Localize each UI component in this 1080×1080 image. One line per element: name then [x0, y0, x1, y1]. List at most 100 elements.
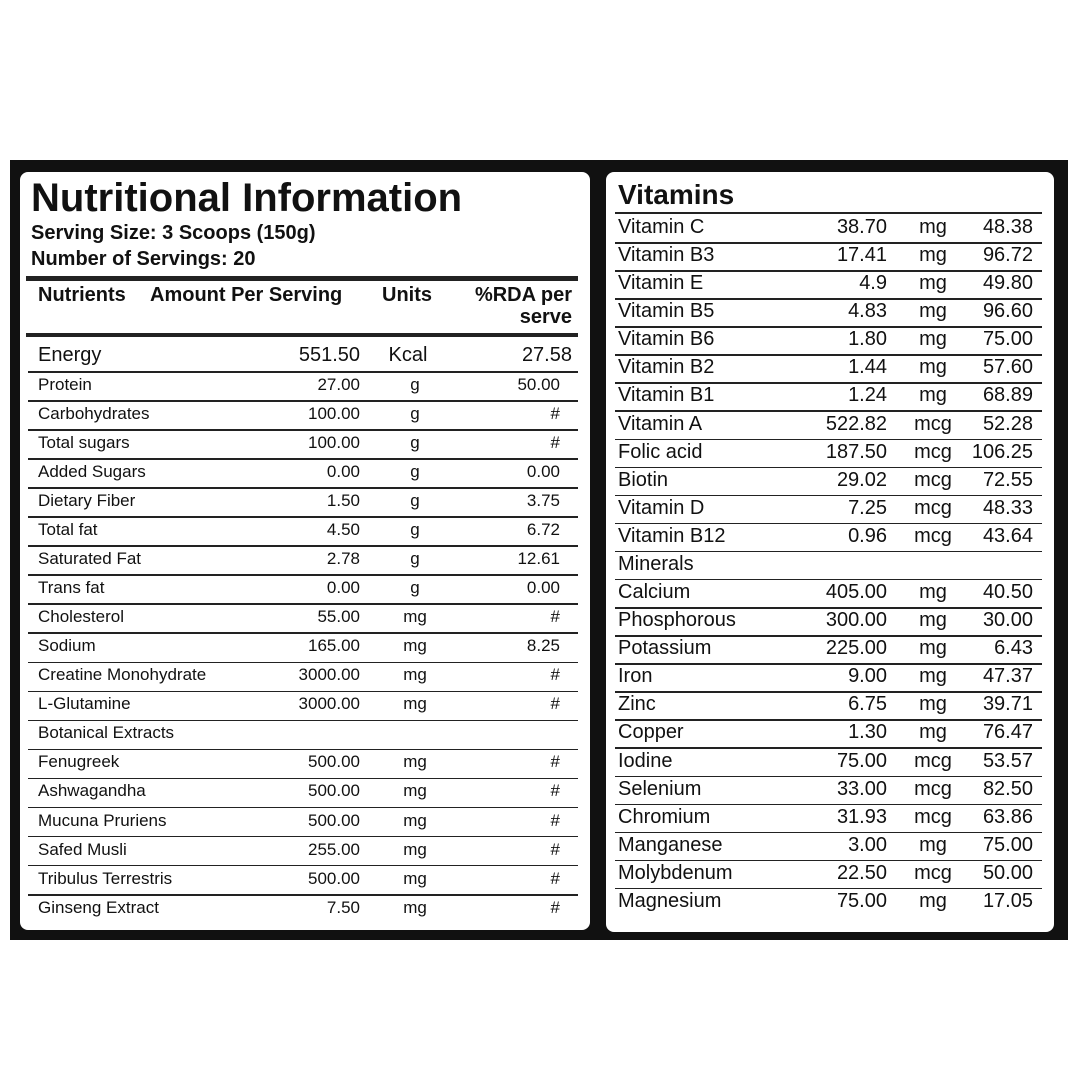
unit: mcg — [914, 468, 952, 491]
unit: mcg — [914, 524, 952, 547]
rule — [615, 775, 1042, 778]
rda: 76.47 — [982, 721, 1033, 744]
unit: mg — [919, 272, 947, 295]
nutrient-name: Safed Musli — [38, 839, 127, 859]
unit: mcg — [914, 412, 952, 435]
rule — [28, 690, 578, 693]
unit: mg — [919, 300, 947, 323]
rda: 40.50 — [982, 581, 1033, 604]
vitamin-name: Biotin — [618, 468, 669, 491]
rda: # — [550, 432, 560, 452]
amount: 4.50 — [326, 519, 360, 539]
amount: 1.44 — [848, 356, 887, 379]
amount: 500.00 — [308, 781, 360, 801]
vitamin-name: Minerals — [618, 552, 694, 575]
rule — [615, 691, 1042, 693]
rule — [28, 632, 578, 634]
rda: 72.55 — [982, 468, 1033, 491]
rda: # — [550, 752, 560, 772]
amount: 551.50 — [298, 344, 360, 366]
unit: mg — [403, 752, 427, 772]
vitamin-name: Vitamin B2 — [618, 356, 715, 379]
amount: 33.00 — [836, 777, 887, 800]
rule — [28, 545, 578, 547]
vitamins-panel: Vitamins Vitamin C 38.70 mg 48.38 Vitamin B3 1… — [606, 172, 1054, 932]
rda: 30.00 — [982, 609, 1033, 632]
unit: Kcal — [388, 344, 428, 366]
rda: 57.60 — [982, 356, 1033, 379]
column-header: Amount Per Serving — [150, 284, 343, 306]
nutrient-name: L-Glutamine — [38, 694, 131, 714]
amount: 100.00 — [308, 432, 360, 452]
column-header: Units — [382, 284, 432, 306]
nutrient-name: Saturated Fat — [38, 549, 142, 568]
rule — [28, 487, 578, 489]
rule — [615, 494, 1042, 497]
amount: 22.50 — [836, 861, 887, 884]
amount: 405.00 — [825, 581, 887, 604]
nutrient-name: Total fat — [38, 519, 98, 539]
rda: 43.64 — [982, 524, 1033, 547]
amount: 4.83 — [848, 300, 887, 323]
rule — [615, 466, 1042, 469]
nutrient-name: Sodium — [38, 636, 96, 656]
rule — [26, 333, 578, 337]
rda: 48.33 — [982, 496, 1033, 519]
vitamin-name: Vitamin C — [618, 216, 705, 238]
amount: 0.00 — [326, 461, 360, 481]
rule — [615, 522, 1042, 525]
nutrient-name: Added Sugars — [38, 461, 146, 481]
nutrient-name: Fenugreek — [38, 752, 120, 772]
vitamin-name: Vitamin B5 — [618, 300, 715, 323]
rule — [28, 777, 578, 780]
rule — [615, 578, 1042, 581]
rule — [28, 516, 578, 518]
unit: g — [410, 432, 420, 452]
rule — [28, 864, 578, 867]
unit: mcg — [914, 777, 952, 800]
rule — [615, 298, 1042, 300]
rule — [615, 831, 1042, 834]
unit: mcg — [914, 440, 952, 463]
unit: mg — [919, 244, 947, 267]
vitamin-name: Copper — [618, 721, 684, 744]
rule — [615, 607, 1042, 609]
nutrient-name: Trans fat — [38, 578, 105, 598]
rda: # — [550, 868, 560, 888]
unit: g — [410, 490, 420, 510]
vitamin-name: Chromium — [618, 805, 711, 828]
nutrient-name: Ginseng Extract — [38, 897, 159, 917]
vitamin-name: Iron — [618, 665, 653, 688]
amount: 4.9 — [859, 272, 887, 295]
amount: 187.50 — [825, 440, 887, 463]
unit: mg — [919, 581, 947, 604]
unit: mg — [919, 693, 947, 716]
vitamin-name: Zinc — [618, 693, 656, 716]
rda: 8.25 — [526, 636, 560, 656]
rda: 53.57 — [982, 749, 1033, 772]
rda: # — [550, 694, 560, 714]
nutrient-name: Dietary Fiber — [38, 490, 136, 510]
rule — [28, 719, 578, 722]
unit: mg — [919, 609, 947, 632]
rule — [615, 859, 1042, 862]
amount: 225.00 — [825, 637, 887, 660]
amount: 100.00 — [308, 403, 360, 423]
unit: mg — [403, 868, 427, 888]
rule — [615, 270, 1042, 272]
rule — [28, 371, 578, 373]
rda: # — [550, 403, 560, 423]
rda: 82.50 — [982, 777, 1033, 800]
unit: mg — [919, 665, 947, 688]
unit: g — [410, 578, 420, 598]
rule — [615, 382, 1042, 384]
nutrient-name: Energy — [38, 344, 102, 366]
vitamin-name: Folic acid — [618, 440, 703, 463]
unit: g — [410, 549, 420, 568]
rule — [615, 438, 1042, 441]
unit: g — [410, 374, 420, 394]
serving-size: Serving Size: 3 Scoops (150g) — [31, 222, 316, 244]
rda: 27.58 — [521, 344, 572, 366]
vitamin-name: Vitamin B12 — [618, 524, 726, 547]
unit: mg — [403, 897, 427, 917]
